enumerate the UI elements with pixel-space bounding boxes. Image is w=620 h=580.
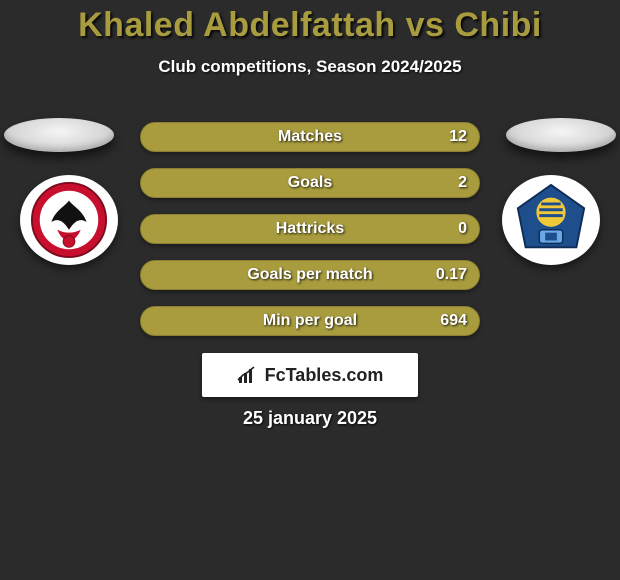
stat-row: Hattricks 0	[140, 214, 480, 244]
subtitle: Club competitions, Season 2024/2025	[0, 57, 620, 77]
stat-label: Goals per match	[141, 266, 479, 284]
comparison-card: Khaled Abdelfattah vs Chibi Club competi…	[0, 0, 620, 580]
al-ahly-icon	[30, 181, 108, 259]
stat-row: Min per goal 694	[140, 306, 480, 336]
stat-label: Goals	[141, 174, 479, 192]
pyramids-icon	[512, 181, 590, 259]
brand-badge: FcTables.com	[202, 353, 418, 397]
stat-label: Min per goal	[141, 312, 479, 330]
player-left-avatar	[4, 118, 114, 152]
stat-value: 12	[449, 128, 467, 146]
player-right-avatar	[506, 118, 616, 152]
stat-row: Goals 2	[140, 168, 480, 198]
page-title: Khaled Abdelfattah vs Chibi	[0, 0, 620, 45]
stat-label: Hattricks	[141, 220, 479, 238]
club-left-badge	[20, 175, 118, 265]
bar-chart-icon	[237, 365, 259, 385]
stat-value: 2	[458, 174, 467, 192]
stat-label: Matches	[141, 128, 479, 146]
stat-value: 0	[458, 220, 467, 238]
stat-value: 0.17	[436, 266, 467, 284]
stat-row: Matches 12	[140, 122, 480, 152]
date-label: 25 january 2025	[0, 408, 620, 429]
club-right-badge	[502, 175, 600, 265]
stats-table: Matches 12 Goals 2 Hattricks 0 Goals per…	[140, 122, 480, 352]
brand-text: FcTables.com	[265, 365, 384, 386]
stat-value: 694	[440, 312, 467, 330]
stat-row: Goals per match 0.17	[140, 260, 480, 290]
